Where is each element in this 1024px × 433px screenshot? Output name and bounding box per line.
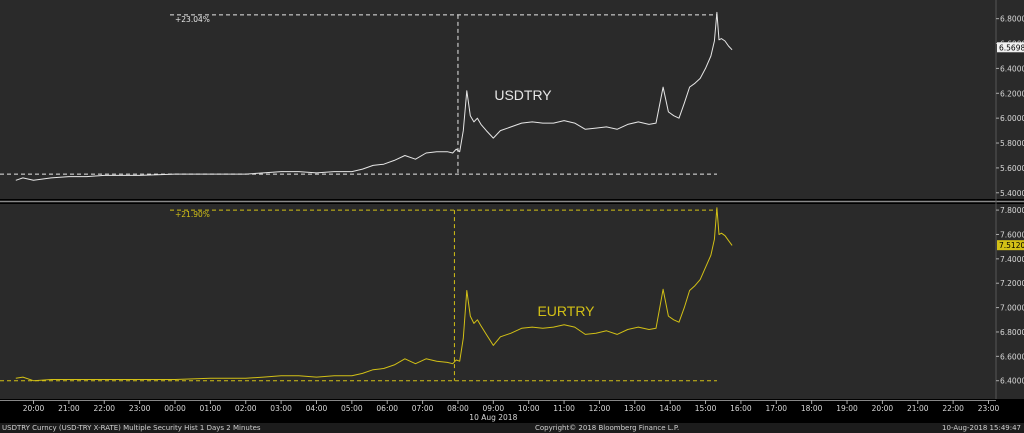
y-tick-label: 6.6000 — [1000, 352, 1024, 361]
last-value-label: 7.5120 — [999, 241, 1024, 250]
y-tick-label: 6.8000 — [1000, 328, 1024, 337]
x-tick-label: 17:00 — [765, 404, 787, 413]
series-title-usdtry: USDTRY — [494, 87, 552, 103]
x-tick-label: 09:00 — [483, 404, 505, 413]
x-axis-background — [0, 400, 1024, 423]
x-tick-label: 22:00 — [93, 404, 115, 413]
x-tick-label: 19:00 — [836, 404, 858, 413]
y-tick-label: 6.4000 — [1000, 64, 1024, 73]
series-title-eurtry: EURTRY — [537, 303, 595, 319]
x-tick-label: 21:00 — [58, 404, 80, 413]
x-tick-label: 18:00 — [801, 404, 823, 413]
last-value-label: 6.5698 — [999, 43, 1024, 52]
series-line-usdtry — [15, 11, 733, 181]
chart: 5.4000 5.6000 5.8000 6.0000 6.2000 6.4000 6.60… — [0, 0, 1024, 423]
x-tick-label: 12:00 — [589, 404, 611, 413]
x-tick-label: 20:00 — [872, 404, 894, 413]
x-tick-label: 04:00 — [306, 404, 328, 413]
y-tick-label: 6.0000 — [1000, 114, 1024, 123]
x-tick-label: 01:00 — [200, 404, 222, 413]
y-tick-label: 7.2000 — [1000, 279, 1024, 288]
x-tick-label: 11:00 — [553, 404, 575, 413]
series-line-eurtry — [15, 207, 733, 382]
x-tick-label: 10:00 — [518, 404, 540, 413]
y-tick-label: 7.0000 — [1000, 304, 1024, 313]
footer-bar: USDTRY Curncy (USD-TRY X-RATE) Multiple … — [0, 423, 1024, 433]
last-value-badge — [997, 240, 1024, 251]
footer-timestamp: 10-Aug-2018 15:49:47 — [942, 424, 1021, 432]
y-tick-label: 5.4000 — [1000, 189, 1024, 198]
annotation-percent-label: +21.90% — [175, 210, 210, 219]
x-tick-label: 22:00 — [942, 404, 964, 413]
footer-security-info: USDTRY Curncy (USD-TRY X-RATE) Multiple … — [2, 424, 261, 432]
x-tick-label: 23:00 — [978, 404, 1000, 413]
footer-copyright: Copyright© 2018 Bloomberg Finance L.P. — [535, 424, 680, 432]
x-tick-label: 07:00 — [412, 404, 434, 413]
x-tick-label: 05:00 — [341, 404, 363, 413]
panel-background-1 — [0, 0, 1024, 199]
x-tick-label: 02:00 — [235, 404, 257, 413]
x-date-label: 10 Aug 2018 — [469, 413, 517, 422]
x-tick-label: 21:00 — [907, 404, 929, 413]
x-tick-label: 15:00 — [695, 404, 717, 413]
panel-background-2 — [0, 204, 1024, 399]
x-tick-label: 03:00 — [270, 404, 292, 413]
y-tick-label: 7.8000 — [1000, 206, 1024, 215]
y-tick-label: 6.4000 — [1000, 377, 1024, 386]
x-tick-label: 14:00 — [659, 404, 681, 413]
y-tick-label: 6.8000 — [1000, 15, 1024, 24]
y-tick-label: 5.8000 — [1000, 139, 1024, 148]
x-tick-label: 00:00 — [164, 404, 186, 413]
x-tick-label: 13:00 — [624, 404, 646, 413]
y-tick-label: 7.4000 — [1000, 255, 1024, 264]
annotation-percent-label: +23.04% — [175, 15, 210, 24]
y-tick-label: 5.6000 — [1000, 164, 1024, 173]
y-tick-label: 7.6000 — [1000, 230, 1024, 239]
y-tick-label: 6.2000 — [1000, 89, 1024, 98]
x-tick-label: 16:00 — [730, 404, 752, 413]
x-tick-label: 08:00 — [447, 404, 469, 413]
x-tick-label: 06:00 — [376, 404, 398, 413]
x-tick-label: 23:00 — [129, 404, 151, 413]
last-value-badge — [997, 42, 1024, 53]
x-tick-label: 20:00 — [23, 404, 45, 413]
